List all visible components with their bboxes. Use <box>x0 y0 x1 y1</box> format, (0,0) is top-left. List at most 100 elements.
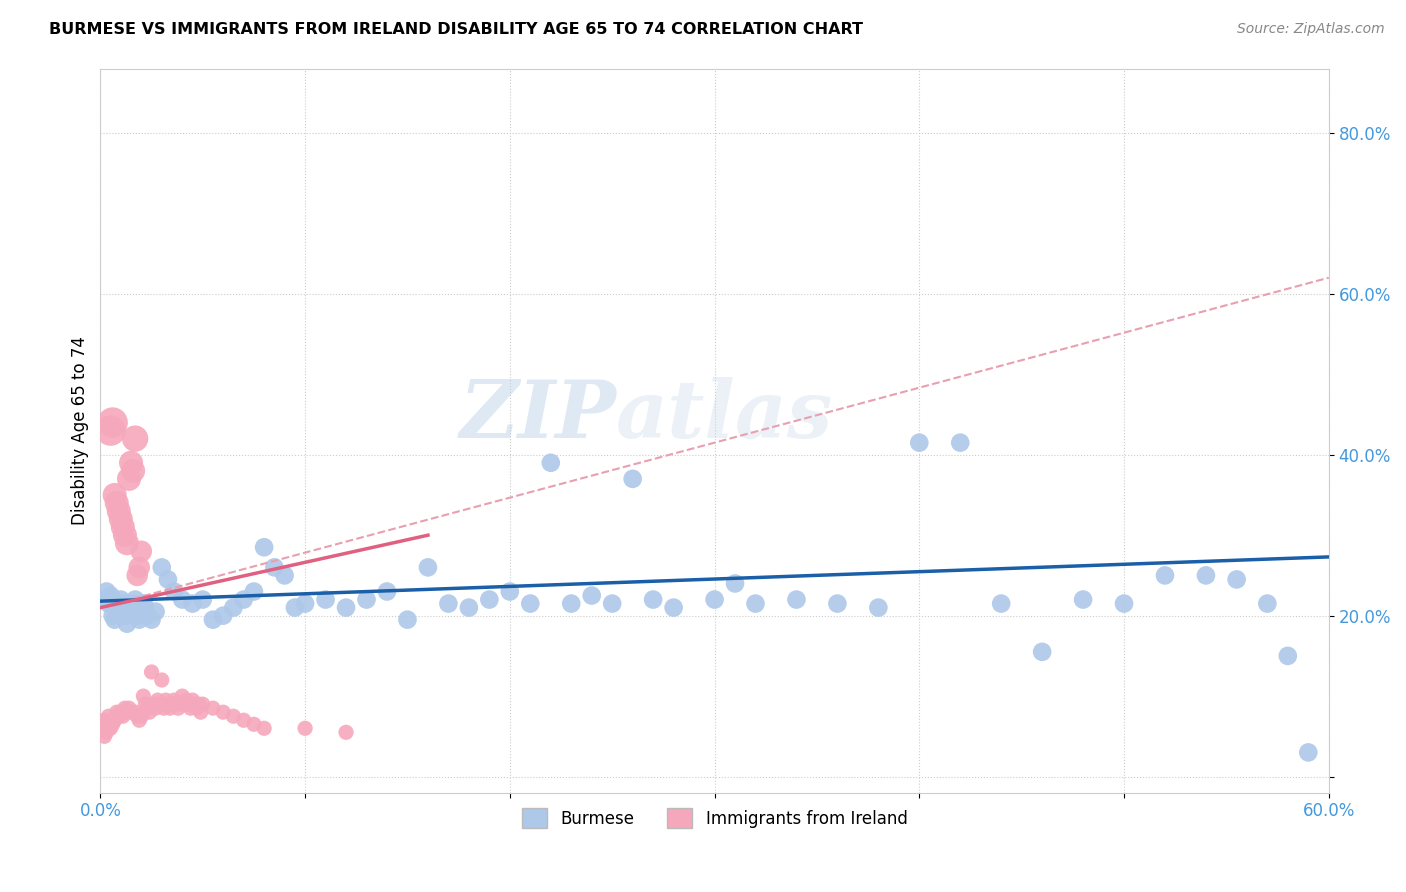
Point <box>160 697 183 711</box>
Point <box>155 693 177 707</box>
Point <box>662 600 685 615</box>
Point <box>176 693 198 707</box>
Point <box>744 597 766 611</box>
Point <box>187 697 209 711</box>
Point <box>100 721 122 735</box>
Point <box>122 597 145 611</box>
Point <box>101 608 124 623</box>
Point <box>100 589 122 603</box>
Point <box>724 576 747 591</box>
Point <box>118 605 141 619</box>
Text: atlas: atlas <box>616 377 834 455</box>
Point <box>111 709 134 723</box>
Point <box>97 709 120 723</box>
Point <box>146 693 169 707</box>
Point <box>136 608 159 623</box>
Point <box>243 717 266 731</box>
Point <box>560 597 582 611</box>
Point <box>129 605 152 619</box>
Text: BURMESE VS IMMIGRANTS FROM IRELAND DISABILITY AGE 65 TO 74 CORRELATION CHART: BURMESE VS IMMIGRANTS FROM IRELAND DISAB… <box>49 22 863 37</box>
Point <box>138 705 160 719</box>
Point <box>1154 568 1177 582</box>
Point <box>263 560 285 574</box>
Point <box>519 597 541 611</box>
Point <box>457 600 479 615</box>
Point <box>114 701 136 715</box>
Point <box>1031 645 1053 659</box>
Point <box>110 592 132 607</box>
Point <box>181 597 204 611</box>
Point <box>1256 597 1278 611</box>
Point <box>186 701 208 715</box>
Point <box>107 504 129 518</box>
Point <box>105 705 128 719</box>
Point <box>600 597 623 611</box>
Legend: Burmese, Immigrants from Ireland: Burmese, Immigrants from Ireland <box>515 801 914 835</box>
Point <box>93 592 115 607</box>
Point <box>181 693 204 707</box>
Point <box>990 597 1012 611</box>
Point <box>91 721 114 735</box>
Point <box>93 729 115 743</box>
Point <box>1277 648 1299 663</box>
Point <box>1071 592 1094 607</box>
Point <box>149 697 172 711</box>
Point <box>110 705 132 719</box>
Point <box>105 600 128 615</box>
Point <box>1112 597 1135 611</box>
Point <box>273 568 295 582</box>
Point <box>167 701 190 715</box>
Point <box>243 584 266 599</box>
Point <box>172 689 194 703</box>
Point <box>114 608 136 623</box>
Point <box>111 597 134 611</box>
Point <box>128 713 150 727</box>
Point <box>375 584 398 599</box>
Text: ZIP: ZIP <box>460 377 616 455</box>
Point <box>129 709 152 723</box>
Point <box>118 701 141 715</box>
Point <box>110 512 132 526</box>
Point <box>141 665 163 679</box>
Point <box>827 597 849 611</box>
Point <box>156 697 179 711</box>
Point <box>145 605 167 619</box>
Point <box>127 568 149 582</box>
Point <box>127 709 149 723</box>
Point <box>159 701 181 715</box>
Point <box>134 600 156 615</box>
Point <box>1226 573 1249 587</box>
Point <box>253 721 276 735</box>
Point <box>124 432 146 446</box>
Point <box>294 597 316 611</box>
Point <box>212 705 235 719</box>
Point <box>104 488 127 502</box>
Point <box>396 613 419 627</box>
Point <box>128 613 150 627</box>
Point <box>115 616 138 631</box>
Point <box>643 592 665 607</box>
Point <box>1195 568 1218 582</box>
Point <box>120 456 142 470</box>
Point <box>156 573 179 587</box>
Point <box>169 697 191 711</box>
Point <box>177 697 200 711</box>
Point <box>96 717 118 731</box>
Point <box>908 435 931 450</box>
Point <box>253 541 276 555</box>
Point <box>191 697 214 711</box>
Point <box>621 472 644 486</box>
Point <box>124 705 146 719</box>
Point <box>104 713 127 727</box>
Point <box>1298 746 1320 760</box>
Point <box>107 709 129 723</box>
Point <box>150 560 173 574</box>
Point <box>356 592 378 607</box>
Point <box>132 689 155 703</box>
Point <box>141 613 163 627</box>
Point <box>132 597 155 611</box>
Point <box>150 673 173 687</box>
Point <box>191 592 214 607</box>
Point <box>540 456 562 470</box>
Point <box>124 592 146 607</box>
